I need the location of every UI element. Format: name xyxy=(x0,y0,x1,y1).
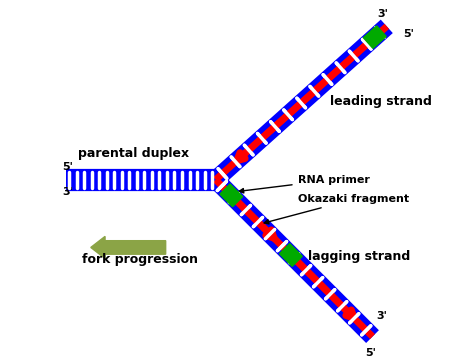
Bar xyxy=(220,184,243,207)
Text: leading strand: leading strand xyxy=(330,95,432,108)
Text: fork progression: fork progression xyxy=(82,253,198,266)
Text: 3': 3' xyxy=(62,187,73,197)
Text: 3': 3' xyxy=(378,9,389,19)
FancyArrow shape xyxy=(91,237,166,258)
Text: 5': 5' xyxy=(403,29,414,39)
Text: 5': 5' xyxy=(62,162,73,172)
Text: RNA primer: RNA primer xyxy=(239,175,370,193)
Text: Okazaki fragment: Okazaki fragment xyxy=(264,194,409,224)
Text: parental duplex: parental duplex xyxy=(78,147,189,159)
Text: 5': 5' xyxy=(365,348,376,358)
Bar xyxy=(280,244,302,266)
Bar xyxy=(364,26,386,48)
Text: lagging strand: lagging strand xyxy=(308,250,410,263)
Text: 3': 3' xyxy=(376,311,387,321)
